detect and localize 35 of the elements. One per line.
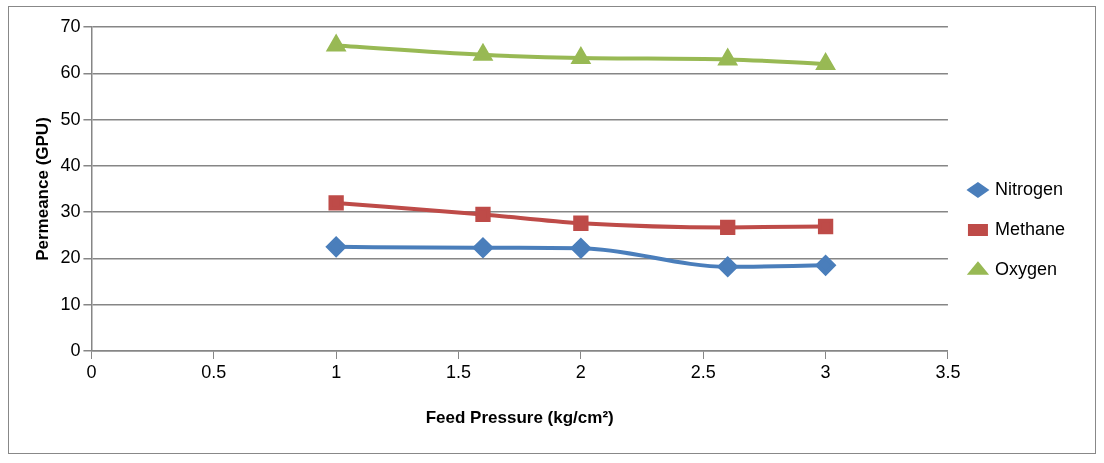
point bbox=[475, 206, 491, 223]
x-axis-title: Feed Pressure (kg/cm²) bbox=[425, 408, 614, 428]
point bbox=[571, 48, 590, 65]
y-axis-title: Permeance (GPU) bbox=[32, 117, 52, 261]
point bbox=[815, 255, 836, 276]
point bbox=[326, 236, 347, 257]
x-tick-label: 2 bbox=[575, 361, 586, 382]
y-tick-label: 0 bbox=[70, 339, 81, 360]
point bbox=[717, 256, 738, 277]
legend-label: Oxygen bbox=[994, 258, 1057, 279]
x-tick-label: 1 bbox=[331, 361, 342, 382]
point bbox=[472, 237, 493, 258]
y-tick-label: 60 bbox=[60, 62, 81, 83]
legend-label: Nitrogen bbox=[994, 178, 1063, 199]
y-tick-label: 70 bbox=[60, 15, 81, 36]
point bbox=[817, 218, 834, 235]
point bbox=[570, 238, 591, 259]
x-tick-label: 3.5 bbox=[935, 361, 961, 382]
point bbox=[474, 44, 492, 61]
x-tick-label: 1.5 bbox=[445, 361, 472, 382]
y-tick-label: 20 bbox=[60, 247, 81, 268]
point bbox=[573, 215, 589, 231]
y-tick-label: 50 bbox=[60, 108, 81, 129]
y-tick-label: 30 bbox=[60, 201, 81, 222]
point bbox=[816, 54, 835, 71]
x-tick-label: 0.5 bbox=[201, 361, 227, 382]
legend-label: Methane bbox=[994, 218, 1066, 239]
point bbox=[328, 195, 344, 211]
point bbox=[720, 219, 736, 236]
x-tick-label: 3 bbox=[820, 361, 831, 382]
point bbox=[718, 49, 737, 66]
y-tick-label: 10 bbox=[60, 293, 81, 314]
y-tick-label: 40 bbox=[60, 154, 81, 175]
x-tick-label: 0 bbox=[86, 361, 97, 382]
x-tick-label: 2.5 bbox=[690, 361, 716, 382]
